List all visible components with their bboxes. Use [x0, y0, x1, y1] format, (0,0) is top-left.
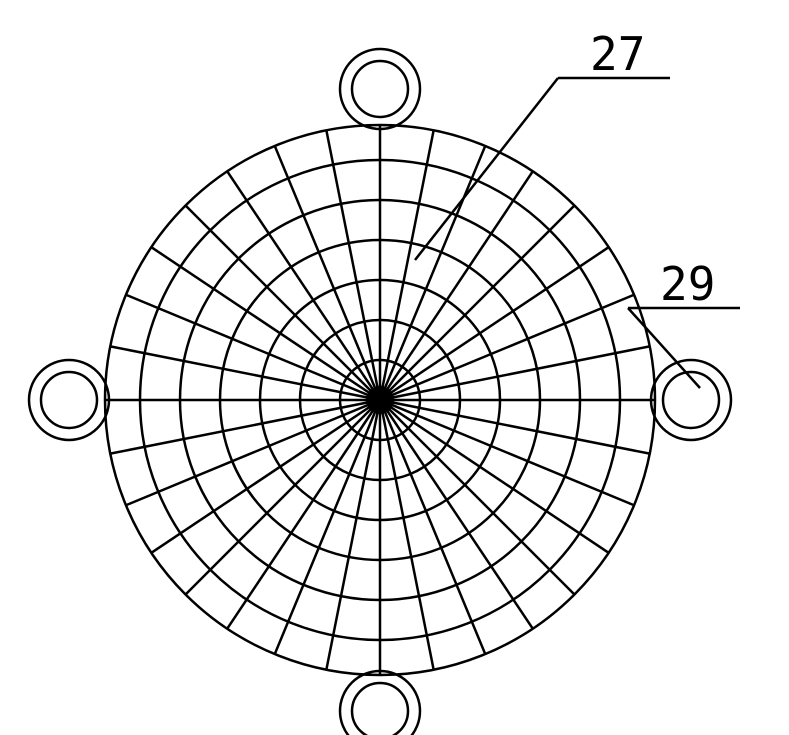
- callout-label: 29: [660, 257, 715, 311]
- hub: [366, 386, 394, 414]
- callout-label: 27: [590, 27, 645, 81]
